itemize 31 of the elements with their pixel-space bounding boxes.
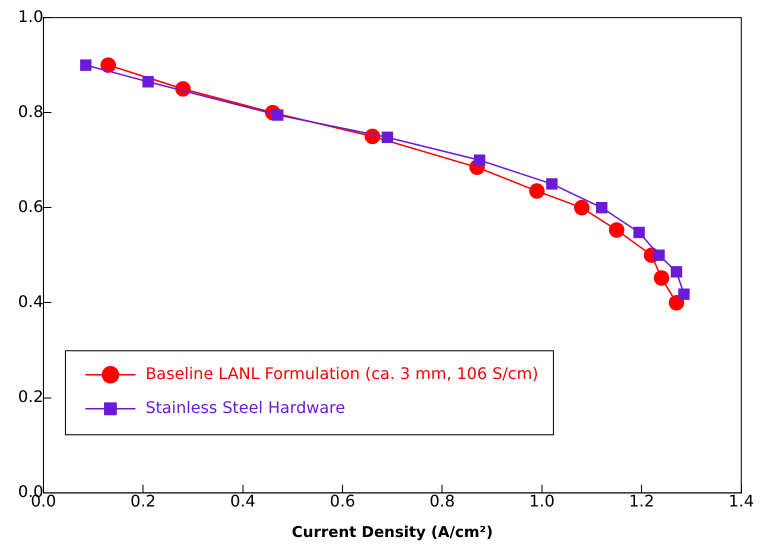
point xyxy=(382,132,394,144)
point xyxy=(529,183,545,199)
point xyxy=(546,178,558,190)
point xyxy=(668,294,684,310)
y-tick-label: 0.2 xyxy=(18,386,44,406)
point xyxy=(608,222,624,238)
point xyxy=(633,226,645,238)
x-axis-title: Current Density (A/cm²) xyxy=(292,522,493,541)
x-tick-label: 0.6 xyxy=(330,492,356,511)
y-tick-label: 0.8 xyxy=(18,102,44,121)
x-tick-label: 1.4 xyxy=(728,492,754,511)
point xyxy=(474,154,486,166)
x-tick-label: 0.4 xyxy=(230,492,256,511)
point xyxy=(678,288,690,300)
legend-label: Stainless Steel Hardware xyxy=(145,398,346,417)
y-tick-label: 1.0 xyxy=(18,6,44,26)
x-tick-label: 0.2 xyxy=(130,492,156,511)
legend-label: Baseline LANL Formulation (ca. 3 mm, 106 S/cm) xyxy=(145,364,538,383)
y-tick-label: 0.6 xyxy=(18,196,44,216)
point xyxy=(670,266,682,278)
point xyxy=(596,202,608,214)
x-tick-label: 1.2 xyxy=(628,492,654,511)
y-tick-label: 0.4 xyxy=(18,292,44,311)
x-tick-label: 0.8 xyxy=(429,492,455,511)
point xyxy=(80,59,92,71)
point xyxy=(654,270,670,286)
point xyxy=(100,57,116,73)
point xyxy=(574,200,590,216)
point xyxy=(142,76,154,88)
point xyxy=(653,250,665,261)
x-tick-label: 1.0 xyxy=(529,492,555,511)
